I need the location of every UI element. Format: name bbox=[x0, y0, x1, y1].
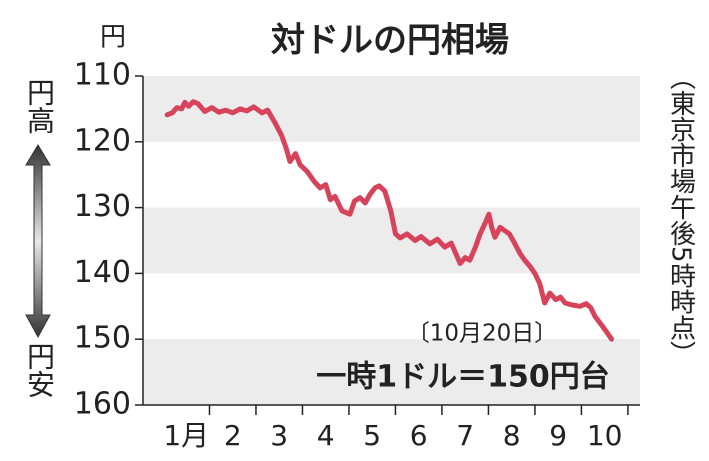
y-tick-label: 130 bbox=[74, 189, 131, 224]
y-bottom-label: 円安 bbox=[23, 342, 56, 398]
annotation: 一時1ドル＝150円台 bbox=[316, 360, 610, 395]
y-tick-label: 110 bbox=[74, 58, 131, 93]
y-top-label: 円高 bbox=[23, 78, 56, 134]
y-tick-label: 160 bbox=[74, 387, 131, 422]
y-unit: 円 bbox=[100, 23, 126, 53]
y-tick-label: 120 bbox=[74, 123, 131, 158]
x-tick-label: 3 bbox=[270, 419, 288, 452]
x-tick-label: 2 bbox=[224, 419, 242, 452]
direction-arrow bbox=[25, 144, 51, 339]
x-tick-label: 6 bbox=[410, 419, 428, 452]
x-tick-label: 7 bbox=[456, 419, 474, 452]
series-line bbox=[164, 99, 615, 342]
x-tick-label: 5 bbox=[363, 419, 381, 452]
y-tick-label: 150 bbox=[74, 321, 131, 356]
x-tick-label: 8 bbox=[503, 419, 521, 452]
y-tick-label: 140 bbox=[74, 255, 131, 290]
x-tick-label: 4 bbox=[317, 419, 335, 452]
chart-title: 対ドルの円相場 bbox=[271, 21, 509, 61]
band bbox=[143, 339, 640, 405]
x-tick-label: 1月 bbox=[163, 419, 209, 452]
annotation-date: 〔10月20日〕 bbox=[407, 321, 558, 347]
bands bbox=[143, 76, 640, 405]
x-tick-label: 9 bbox=[549, 419, 567, 452]
x-tick-label: 10 bbox=[587, 419, 623, 452]
side-note: （東京市場午後5時時点） bbox=[666, 64, 696, 367]
